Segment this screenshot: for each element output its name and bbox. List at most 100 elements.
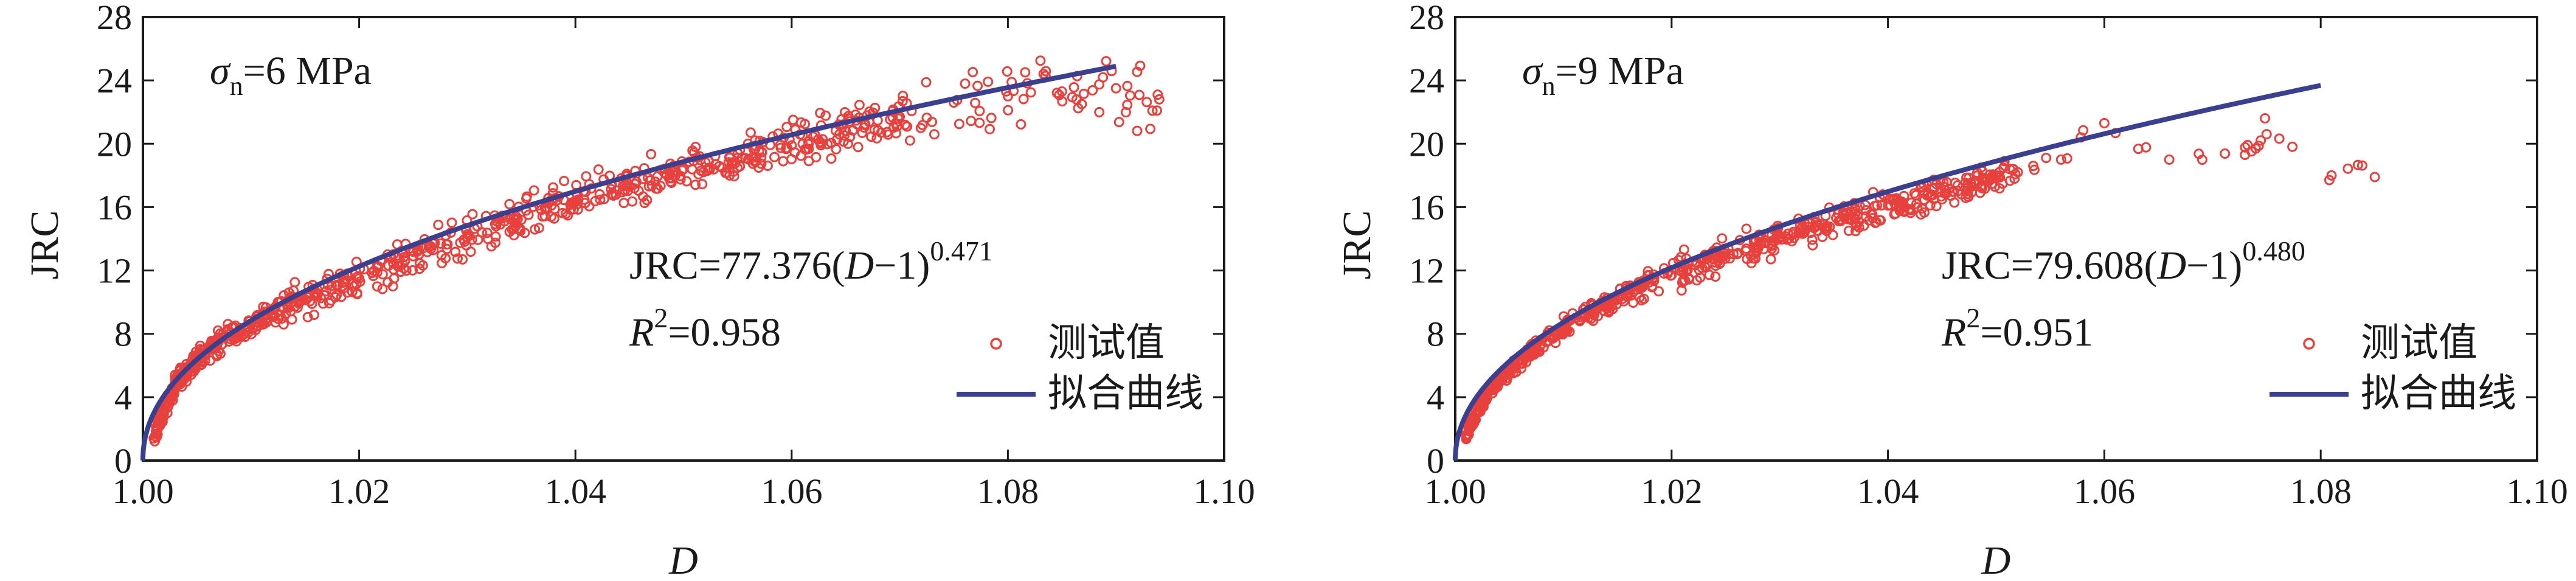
legend-label-points: 测试值 [2361,321,2477,366]
x-axis-title: D [668,538,698,581]
data-point [1949,197,1960,208]
data-point [325,295,336,306]
data-point [611,189,621,200]
data-point [1147,105,1158,116]
data-point [446,217,457,228]
data-point [1094,106,1105,117]
data-point [1025,87,1036,98]
data-point [1152,89,1163,100]
data-point [972,80,983,91]
data-point [511,211,522,222]
plot-frame [142,16,1225,462]
y-axis-title: JRC [23,210,67,280]
data-point [2220,148,2231,159]
data-point [675,174,686,185]
data-point [417,260,428,271]
data-point [812,134,823,145]
fit-equation: JRC=79.608(D−1)0.480 [1942,235,2305,288]
data-point [1809,223,1819,234]
data-point [337,280,348,291]
data-point [1134,89,1145,100]
x-tick-label: 1.02 [328,471,390,511]
y-tick-label: 12 [1409,251,1444,291]
data-point [678,164,689,175]
data-point [831,144,842,155]
data-point [820,110,831,121]
data-point [1020,67,1031,78]
data-point [530,224,541,235]
y-tick-label: 16 [97,187,132,227]
y-tick-label: 4 [114,378,132,417]
x-tick-label: 1.04 [1857,471,1919,511]
fit-equation: JRC=77.376(D−1)0.471 [629,235,993,288]
y-tick-label: 16 [1409,187,1444,227]
data-point [1866,209,1877,220]
data-point [148,433,159,444]
data-point [521,191,532,202]
stress-condition-label: σn=9 MPa [1522,49,1684,101]
data-point [1777,231,1788,242]
data-point [2356,160,2367,171]
equation-rhs: −1) [874,243,930,288]
r-symbol: R [1941,310,1966,355]
data-point [1969,178,1980,189]
fit-curve [1453,83,2322,461]
data-point [966,116,977,127]
data-point [593,164,604,175]
data-point [665,176,676,187]
data-point [970,97,981,108]
data-point [372,267,383,278]
data-point [1520,352,1531,363]
data-point [302,311,313,322]
data-point [1869,200,1880,211]
y-tick-label: 8 [1427,315,1444,354]
y-tick-label: 8 [114,315,132,354]
data-point [974,106,985,117]
data-point [519,228,530,238]
data-point [2029,164,2040,175]
data-point [1677,277,1688,288]
stress-condition-label: σn=6 MPa [210,49,372,101]
data-point [606,184,617,195]
r-superscript: 2 [1966,302,1980,333]
r-symbol: R [629,310,654,355]
data-point [435,238,446,249]
y-tick-label: 4 [1427,378,1444,417]
data-point [808,131,819,142]
data-point [1531,347,1542,358]
data-point [1494,375,1505,386]
data-point [548,182,559,193]
data-point [2326,170,2337,181]
data-point [398,263,409,274]
data-point [1883,200,1894,211]
data-point [1018,94,1029,105]
data-point [377,284,388,294]
data-point [1717,233,1728,244]
data-point [1067,92,1078,103]
data-point [2141,142,2152,153]
data-point [639,197,650,208]
data-point [1807,240,1818,251]
data-point [781,122,792,133]
data-point [2062,153,2072,164]
data-point [2193,148,2204,159]
data-point [708,164,719,175]
sigma-symbol: σ [1522,49,1543,93]
data-point [408,251,418,262]
data-point [788,114,798,125]
data-point [857,127,868,138]
data-point [921,77,932,88]
data-point [1617,294,1628,305]
data-point [336,291,347,302]
data-point [732,153,743,164]
data-point [968,67,978,78]
data-point [1124,90,1135,101]
r-squared: R2=0.958 [629,302,781,355]
data-point [2260,113,2271,124]
data-point [1697,262,1708,273]
data-point [563,210,573,221]
data-point [398,252,409,263]
data-point [433,220,444,231]
